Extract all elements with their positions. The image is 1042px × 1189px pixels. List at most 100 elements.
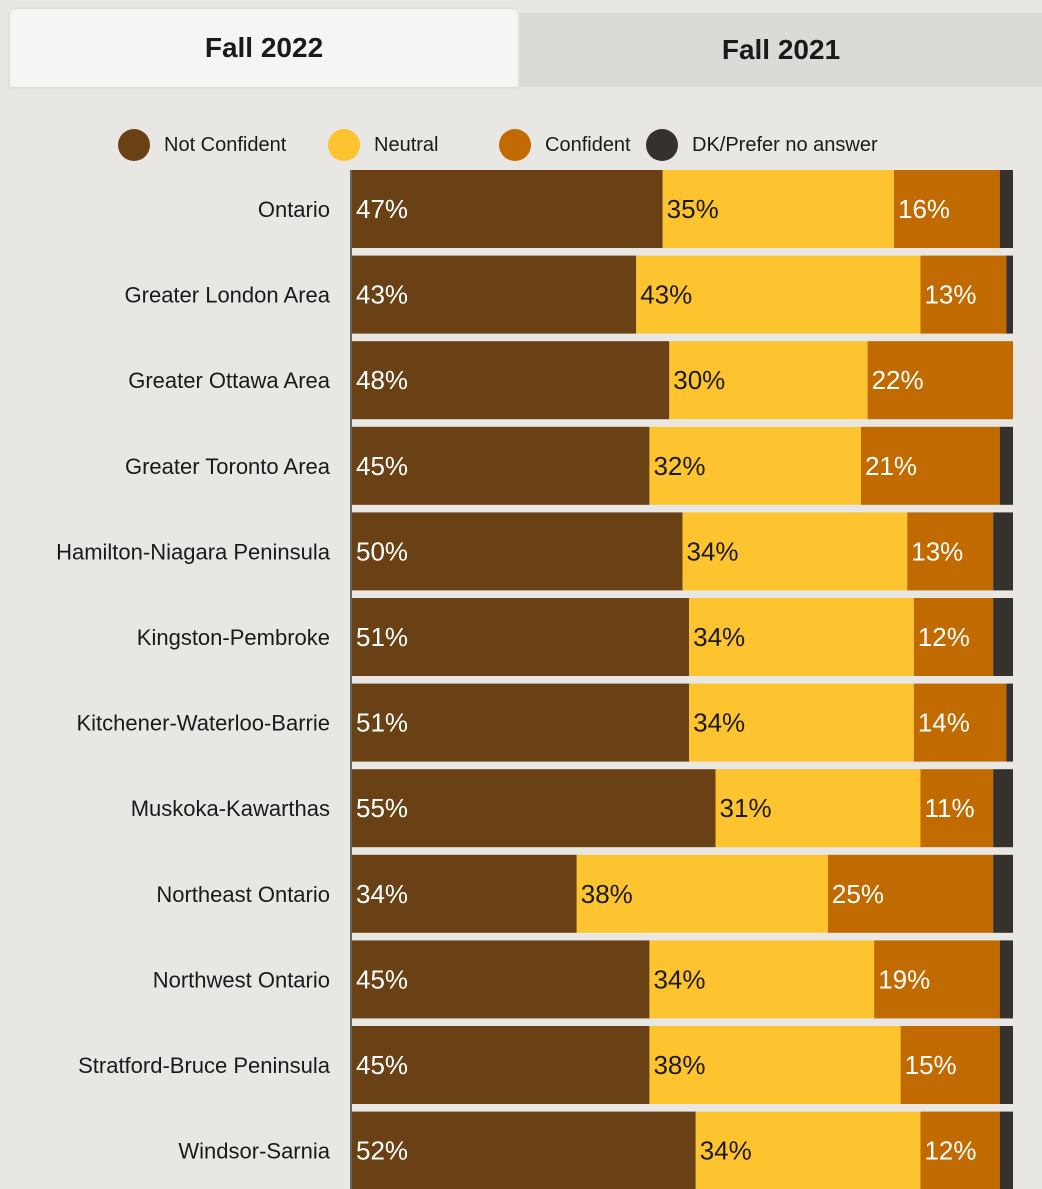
bar-segment-dk[interactable]	[999, 940, 1013, 1019]
category-label: Hamilton-Niagara Peninsula	[56, 539, 331, 564]
data-label-not-confident: 51%	[356, 708, 408, 738]
data-label-not-confident: 34%	[356, 879, 408, 909]
legend-item-not-confident[interactable]: Not Confident	[118, 125, 286, 165]
data-label-confident: 13%	[924, 280, 976, 310]
data-label-confident: 14%	[918, 708, 970, 738]
legend-label: DK/Prefer no answer	[692, 133, 878, 156]
bar-segment-dk[interactable]	[999, 1111, 1013, 1189]
category-label: Greater Toronto Area	[125, 454, 331, 479]
bar-segment-neutral[interactable]	[576, 854, 828, 933]
bar-segment-confident[interactable]	[827, 854, 994, 933]
bar-segment-confident[interactable]	[907, 512, 994, 591]
data-label-neutral: 38%	[581, 879, 633, 909]
bar-segment-neutral[interactable]	[669, 341, 868, 420]
period-tabs: Fall 2022 Fall 2021	[10, 9, 1042, 87]
bar-segment-neutral[interactable]	[689, 598, 914, 676]
category-label: Northwest Ontario	[153, 967, 330, 992]
data-label-not-confident: 50%	[356, 536, 408, 566]
bar-segment-confident[interactable]	[920, 255, 1007, 334]
bar-segment-confident[interactable]	[900, 1026, 1000, 1104]
bar-segment-confident[interactable]	[894, 170, 1000, 248]
legend-item-dk[interactable]: DK/Prefer no answer	[646, 125, 878, 165]
data-label-confident: 13%	[911, 536, 963, 566]
bar-segment-neutral[interactable]	[636, 255, 921, 334]
data-label-neutral: 34%	[687, 536, 739, 566]
category-label: Stratford-Bruce Peninsula	[78, 1053, 331, 1078]
bar-segment-dk[interactable]	[1006, 255, 1013, 334]
bar-segment-not-confident[interactable]	[352, 426, 650, 505]
bar-segment-dk[interactable]	[993, 512, 1013, 591]
data-label-neutral: 32%	[653, 451, 705, 481]
category-label: Greater Ottawa Area	[128, 368, 331, 393]
bar-segment-not-confident[interactable]	[352, 940, 650, 1019]
bar-segment-not-confident[interactable]	[352, 854, 577, 933]
bar-segment-not-confident[interactable]	[352, 598, 690, 676]
data-label-neutral: 34%	[693, 622, 745, 652]
category-label: Windsor-Sarnia	[178, 1139, 330, 1164]
bar-segment-not-confident[interactable]	[352, 512, 683, 591]
bar-segment-confident[interactable]	[874, 940, 1000, 1019]
bar-segment-dk[interactable]	[999, 426, 1013, 505]
legend-swatch-neutral	[328, 129, 360, 161]
bar-segment-not-confident[interactable]	[352, 255, 637, 334]
bar-segment-confident[interactable]	[860, 426, 1000, 505]
bar-segment-confident[interactable]	[920, 1111, 1000, 1189]
bar-segment-neutral[interactable]	[689, 683, 914, 762]
data-label-not-confident: 45%	[356, 451, 408, 481]
bar-segment-neutral[interactable]	[649, 426, 861, 505]
legend-item-confident[interactable]: Confident	[499, 125, 631, 165]
data-label-not-confident: 43%	[356, 280, 408, 310]
category-label: Kitchener-Waterloo-Barrie	[77, 711, 331, 736]
data-label-confident: 25%	[832, 879, 884, 909]
legend-label: Confident	[545, 133, 631, 156]
bar-segment-not-confident[interactable]	[352, 769, 716, 848]
category-label: Ontario	[258, 197, 330, 222]
bar-segment-dk[interactable]	[993, 769, 1013, 848]
bar-segment-neutral[interactable]	[662, 170, 895, 248]
data-label-not-confident: 51%	[356, 622, 408, 652]
bar-segment-not-confident[interactable]	[352, 341, 670, 420]
data-label-confident: 12%	[918, 622, 970, 652]
data-label-confident: 22%	[872, 365, 924, 395]
bar-segment-confident[interactable]	[913, 683, 1007, 762]
bar-segment-neutral[interactable]	[695, 1111, 921, 1189]
data-label-neutral: 38%	[653, 1050, 705, 1080]
bar-segment-neutral[interactable]	[715, 769, 921, 848]
bar-segment-neutral[interactable]	[649, 1026, 901, 1104]
legend-item-neutral[interactable]: Neutral	[328, 125, 438, 165]
chart-legend: Not Confident Neutral Confident DK/Prefe…	[0, 125, 1042, 165]
bar-segment-not-confident[interactable]	[352, 1026, 650, 1104]
tab-fall-2022[interactable]: Fall 2022	[10, 9, 518, 87]
bar-segment-confident[interactable]	[867, 341, 1013, 420]
bar-segment-dk[interactable]	[999, 1026, 1013, 1104]
data-label-confident: 12%	[924, 1136, 976, 1166]
bar-segment-confident[interactable]	[920, 769, 994, 848]
legend-swatch-not-confident	[118, 129, 150, 161]
data-label-neutral: 34%	[693, 708, 745, 738]
data-label-confident: 15%	[905, 1050, 957, 1080]
data-label-not-confident: 47%	[356, 194, 408, 224]
bar-segment-neutral[interactable]	[682, 512, 908, 591]
bar-segment-dk[interactable]	[999, 170, 1013, 248]
data-label-neutral: 34%	[653, 964, 705, 994]
category-label: Northeast Ontario	[156, 882, 330, 907]
bar-segment-not-confident[interactable]	[352, 170, 663, 248]
category-label: Greater London Area	[125, 283, 331, 308]
data-label-not-confident: 55%	[356, 793, 408, 823]
data-label-not-confident: 52%	[356, 1136, 408, 1166]
bar-segment-not-confident[interactable]	[352, 683, 690, 762]
bar-segment-dk[interactable]	[993, 854, 1013, 933]
bar-segment-dk[interactable]	[993, 598, 1013, 676]
tab-fall-2021[interactable]: Fall 2021	[520, 13, 1042, 87]
category-label: Muskoka-Kawarthas	[131, 796, 330, 821]
legend-label: Not Confident	[164, 133, 287, 156]
data-label-neutral: 30%	[673, 365, 725, 395]
data-label-confident: 16%	[898, 194, 950, 224]
bar-segment-neutral[interactable]	[649, 940, 875, 1019]
bar-segment-confident[interactable]	[913, 598, 994, 676]
bar-segment-dk[interactable]	[1006, 683, 1013, 762]
data-label-neutral: 43%	[640, 280, 692, 310]
bar-segment-not-confident[interactable]	[352, 1111, 696, 1189]
data-label-not-confident: 45%	[356, 964, 408, 994]
